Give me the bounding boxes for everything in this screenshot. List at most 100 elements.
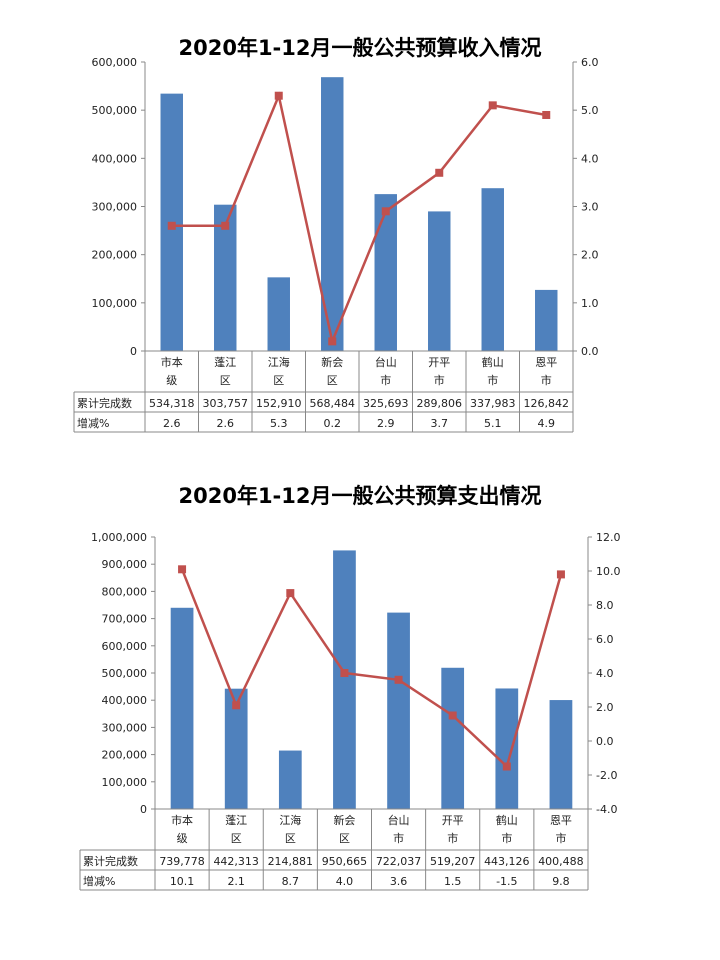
line-marker-新会区 (328, 337, 337, 346)
category-label: 蓬江 (225, 814, 247, 827)
total-value: 534,318 (149, 397, 195, 410)
line-series (180, 568, 563, 769)
bar-新会区 (321, 77, 344, 351)
change-value: 10.1 (170, 875, 195, 888)
line-marker-鹤山市 (502, 762, 511, 771)
total-value: 289,806 (417, 397, 463, 410)
y2-tick-label: -2.0 (596, 769, 617, 782)
category-label: 市 (393, 831, 404, 845)
category-label: 市 (555, 831, 566, 845)
change-value: 8.7 (282, 875, 300, 888)
category-label: 台山 (375, 355, 397, 369)
category-label: 开平 (442, 814, 464, 827)
category-label: 鹤山 (482, 355, 504, 369)
category-label: 区 (220, 374, 231, 387)
category-label: 市 (447, 831, 458, 845)
y-tick-label: 400,000 (92, 152, 138, 165)
bar-蓬江区 (224, 688, 248, 809)
y-tick-label: 300,000 (92, 201, 138, 214)
total-value: 152,910 (256, 397, 302, 410)
category-label: 恩平 (550, 814, 572, 827)
bar-开平市 (428, 211, 451, 351)
y2-tick-label: 10.0 (596, 565, 621, 578)
change-value: 9.8 (552, 875, 570, 888)
row-header-change: 增减% (83, 874, 115, 888)
y-tick-label: 500,000 (102, 667, 148, 680)
bar-台山市 (374, 194, 397, 351)
y2-tick-label: 6.0 (596, 633, 614, 646)
category-label: 恩平 (535, 356, 557, 369)
line-marker-鹤山市 (488, 101, 497, 110)
y2-tick-label: 1.0 (581, 297, 599, 310)
change-value: 2.9 (377, 417, 395, 430)
category-label: 市 (501, 831, 512, 845)
bar-恩平市 (549, 700, 573, 809)
line-marker-开平市 (448, 711, 457, 720)
bar-江海区 (278, 750, 302, 809)
line-series (171, 91, 547, 346)
category-label: 市 (380, 373, 391, 387)
category-label: 市 (487, 373, 498, 387)
chart1-title: 2020年1-12月一般公共预算收入情况 (178, 36, 542, 60)
category-label: 级 (166, 374, 177, 387)
line-marker-台山市 (394, 675, 403, 684)
y-tick-label: 1,000,000 (91, 531, 147, 544)
y-tick-label: 100,000 (102, 776, 148, 789)
total-value: 722,037 (376, 855, 422, 868)
category-label: 区 (231, 832, 242, 845)
line-marker-恩平市 (542, 110, 551, 119)
change-value: -1.5 (496, 875, 517, 888)
y-tick-label: 500,000 (92, 104, 138, 117)
y2-tick-label: -4.0 (596, 803, 617, 816)
line-marker-江海区 (286, 589, 295, 598)
change-value: 2.6 (163, 417, 181, 430)
category-label: 区 (285, 832, 296, 845)
change-value: 2.1 (227, 875, 245, 888)
y-tick-label: 700,000 (102, 613, 148, 626)
category-label: 新会 (333, 813, 355, 827)
line-marker-新会区 (340, 669, 349, 677)
y2-tick-label: 12.0 (596, 531, 621, 544)
category-label: 级 (177, 832, 188, 845)
y2-tick-label: 2.0 (596, 701, 614, 714)
total-value: 337,983 (470, 397, 516, 410)
category-label: 江海 (279, 813, 301, 827)
total-value: 443,126 (484, 855, 530, 868)
bar-台山市 (387, 612, 410, 809)
total-value: 519,207 (430, 855, 476, 868)
category-label: 区 (327, 374, 338, 387)
y2-tick-label: 2.0 (581, 249, 599, 262)
y-tick-label: 800,000 (102, 585, 148, 598)
line-marker-蓬江区 (232, 701, 241, 710)
bar-开平市 (441, 667, 465, 809)
row-header-total: 累计完成数 (77, 396, 132, 410)
category-label: 市本 (161, 355, 183, 369)
category-label: 市 (434, 373, 445, 387)
category-label: 开平 (428, 356, 450, 369)
line-marker-蓬江区 (221, 221, 230, 230)
chart2-title: 2020年1-12月一般公共预算支出情况 (178, 484, 542, 508)
y2-tick-label: 0.0 (596, 735, 614, 748)
bar-鹤山市 (495, 688, 519, 809)
bar-市本级 (170, 607, 194, 809)
category-label: 区 (273, 374, 284, 387)
category-label: 台山 (388, 813, 410, 827)
total-value: 325,693 (363, 397, 409, 410)
y2-tick-label: 4.0 (596, 667, 614, 680)
bar-恩平市 (535, 289, 558, 351)
y2-tick-label: 6.0 (581, 56, 599, 69)
y-tick-label: 100,000 (92, 297, 138, 310)
y-tick-label: 200,000 (92, 249, 138, 262)
change-value: 4.9 (538, 417, 556, 430)
y2-tick-label: 8.0 (596, 599, 614, 612)
line-marker-台山市 (381, 207, 390, 216)
y2-tick-label: 3.0 (581, 201, 599, 214)
change-value: 3.7 (431, 417, 449, 430)
y-tick-label: 0 (140, 803, 147, 816)
bar-蓬江区 (214, 204, 237, 351)
line-marker-市本级 (167, 221, 176, 230)
y-tick-label: 200,000 (102, 749, 148, 762)
y-tick-label: 0 (130, 345, 137, 358)
total-value: 214,881 (268, 855, 314, 868)
